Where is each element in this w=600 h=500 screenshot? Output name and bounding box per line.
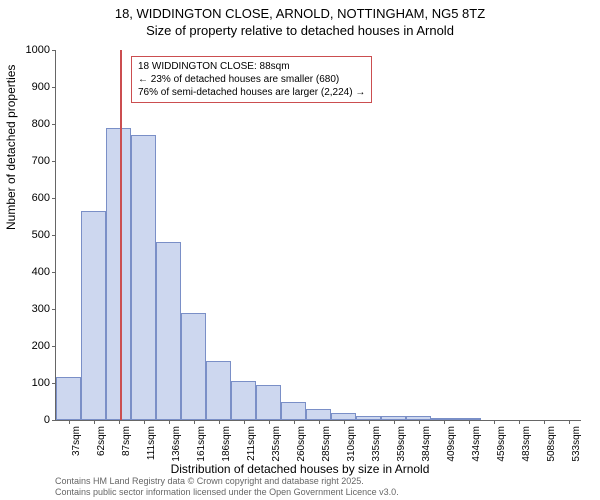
annotation-line-1: 18 WIDDINGTON CLOSE: 88sqm <box>138 60 365 73</box>
y-tick-mark <box>52 50 56 51</box>
x-tick-mark <box>344 420 345 424</box>
x-tick-mark <box>119 420 120 424</box>
footer-attribution: Contains HM Land Registry data © Crown c… <box>55 476 399 498</box>
x-tick-mark <box>169 420 170 424</box>
y-tick-mark <box>52 87 56 88</box>
histogram-bar <box>356 416 381 420</box>
x-tick-mark <box>419 420 420 424</box>
x-tick-mark <box>244 420 245 424</box>
x-tick-label: 62sqm <box>94 426 107 456</box>
property-marker-line <box>120 50 122 420</box>
x-tick-label: 508sqm <box>544 426 557 462</box>
x-tick-mark <box>444 420 445 424</box>
x-tick-mark <box>469 420 470 424</box>
y-tick-mark <box>52 235 56 236</box>
x-tick-label: 434sqm <box>469 426 482 462</box>
x-tick-mark <box>494 420 495 424</box>
histogram-bar <box>406 416 431 420</box>
x-tick-label: 359sqm <box>394 426 407 462</box>
x-tick-label: 409sqm <box>444 426 457 462</box>
x-tick-mark <box>219 420 220 424</box>
x-tick-mark <box>69 420 70 424</box>
y-tick-mark <box>52 198 56 199</box>
histogram-bar <box>381 416 406 420</box>
annotation-box: 18 WIDDINGTON CLOSE: 88sqm ← 23% of deta… <box>131 56 372 103</box>
x-tick-label: 186sqm <box>219 426 232 462</box>
x-tick-mark <box>94 420 95 424</box>
histogram-bar <box>456 418 481 420</box>
x-tick-label: 533sqm <box>569 426 582 462</box>
x-tick-label: 211sqm <box>244 426 257 461</box>
x-tick-mark <box>144 420 145 424</box>
chart-title-block: 18, WIDDINGTON CLOSE, ARNOLD, NOTTINGHAM… <box>0 0 600 40</box>
x-tick-label: 459sqm <box>494 426 507 462</box>
histogram-bar <box>131 135 156 420</box>
x-tick-label: 235sqm <box>269 426 282 462</box>
histogram-bar <box>431 418 456 420</box>
plot-area: 0100200300400500600700800900100037sqm62s… <box>55 50 581 421</box>
y-tick-mark <box>52 420 56 421</box>
histogram-chart: 18, WIDDINGTON CLOSE, ARNOLD, NOTTINGHAM… <box>0 0 600 500</box>
y-tick-mark <box>52 309 56 310</box>
title-line-1: 18, WIDDINGTON CLOSE, ARNOLD, NOTTINGHAM… <box>0 6 600 23</box>
x-tick-mark <box>319 420 320 424</box>
x-tick-label: 136sqm <box>169 426 182 462</box>
y-tick-mark <box>52 161 56 162</box>
annotation-line-3: 76% of semi-detached houses are larger (… <box>138 86 365 99</box>
x-axis-label: Distribution of detached houses by size … <box>0 462 600 476</box>
histogram-bar <box>206 361 231 420</box>
histogram-bar <box>56 377 81 420</box>
x-tick-mark <box>544 420 545 424</box>
x-tick-mark <box>369 420 370 424</box>
x-tick-mark <box>519 420 520 424</box>
annotation-line-2: ← 23% of detached houses are smaller (68… <box>138 73 365 86</box>
title-line-2: Size of property relative to detached ho… <box>0 23 600 40</box>
x-tick-label: 335sqm <box>369 426 382 462</box>
histogram-bar <box>306 409 331 420</box>
x-tick-label: 483sqm <box>519 426 532 462</box>
x-tick-label: 37sqm <box>69 426 82 456</box>
x-tick-label: 161sqm <box>194 426 207 462</box>
histogram-bar <box>156 242 181 420</box>
x-tick-mark <box>269 420 270 424</box>
histogram-bar <box>331 413 356 420</box>
histogram-bar <box>81 211 106 420</box>
x-tick-mark <box>394 420 395 424</box>
footer-line-1: Contains HM Land Registry data © Crown c… <box>55 476 399 487</box>
histogram-bar <box>106 128 131 420</box>
x-tick-mark <box>569 420 570 424</box>
histogram-bar <box>181 313 206 420</box>
histogram-bar <box>231 381 256 420</box>
x-tick-label: 111sqm <box>144 426 157 460</box>
histogram-bar <box>256 385 281 420</box>
footer-line-2: Contains public sector information licen… <box>55 487 399 498</box>
x-tick-mark <box>294 420 295 424</box>
y-tick-mark <box>52 346 56 347</box>
x-tick-label: 384sqm <box>419 426 432 462</box>
x-tick-mark <box>194 420 195 424</box>
x-tick-label: 285sqm <box>319 426 332 462</box>
x-tick-label: 260sqm <box>294 426 307 462</box>
x-tick-label: 310sqm <box>344 426 357 462</box>
y-tick-mark <box>52 272 56 273</box>
histogram-bar <box>281 402 306 421</box>
y-tick-mark <box>52 124 56 125</box>
y-axis-label: Number of detached properties <box>4 65 18 230</box>
x-tick-label: 87sqm <box>119 426 132 456</box>
